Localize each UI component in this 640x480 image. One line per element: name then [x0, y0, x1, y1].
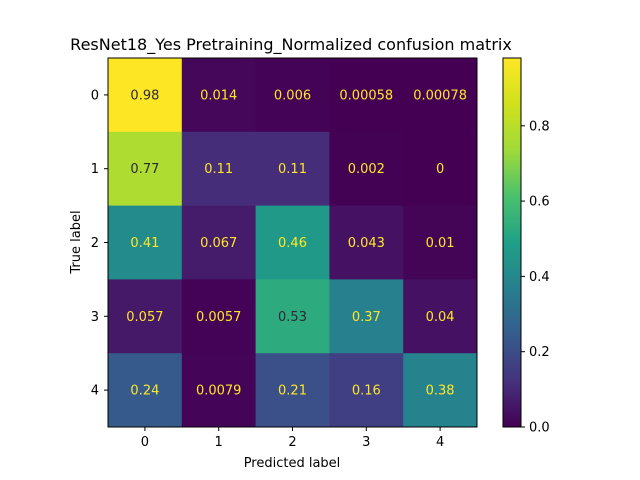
heatmap-cell [255, 205, 330, 280]
heatmap-cell [403, 58, 478, 133]
cell-value-label: 0.16 [352, 384, 381, 399]
cell-value-label: 0.53 [278, 310, 307, 325]
cell-value-label: 0.11 [204, 162, 233, 177]
cell-value-label: 0.067 [200, 236, 237, 251]
cell-value-label: 0.38 [426, 384, 455, 399]
cell-value-label: 0.006 [274, 88, 311, 103]
heatmap-cell [181, 131, 257, 207]
heatmap-cell [329, 131, 404, 207]
heatmap-cell [403, 353, 478, 428]
heatmap-cell [181, 279, 257, 354]
cell-value-label: 0.043 [348, 236, 385, 251]
cell-value-label: 0.04 [426, 310, 455, 325]
colorbar-tick-label: 0.6 [529, 195, 550, 210]
heatmap-cell [329, 279, 404, 354]
y-tick-label: 4 [91, 384, 99, 399]
cell-value-label: 0.00078 [413, 88, 467, 103]
cell-value-label: 0.01 [426, 236, 455, 251]
heatmap-cell [108, 131, 183, 207]
heatmap-cell [403, 205, 478, 280]
colorbar-ticks: 0.0 0.2 0.4 0.6 0.8 [521, 119, 550, 436]
cell-value-label: 0.21 [278, 384, 307, 399]
y-axis-ticks: 0 1 2 3 4 [91, 88, 108, 399]
colorbar-tick-label: 0.2 [529, 345, 550, 360]
y-tick-label: 1 [91, 162, 99, 177]
cell-value-label: 0.0057 [196, 310, 242, 325]
x-tick-label: 3 [362, 435, 370, 450]
heatmap-cell [181, 205, 257, 280]
y-axis-label: True label [69, 210, 84, 274]
cell-value-label: 0.41 [130, 236, 159, 251]
chart-title: ResNet18_Yes Pretraining_Normalized conf… [70, 35, 512, 55]
cell-value-label: 0.014 [200, 88, 237, 103]
cell-value-label: 0.057 [126, 310, 163, 325]
x-tick-label: 2 [288, 435, 296, 450]
y-tick-label: 0 [91, 88, 99, 103]
colorbar-tick-label: 0.8 [529, 119, 550, 134]
colorbar-tick-label: 0.4 [529, 270, 550, 285]
y-tick-label: 2 [91, 236, 99, 251]
heatmap-cell [255, 131, 330, 207]
heatmap-cell [108, 205, 183, 280]
heatmap-cells: 0.98 0.014 0.006 0.00058 0.00078 0.77 0.11 0.11… [108, 58, 478, 428]
y-tick-label: 3 [91, 310, 99, 325]
heatmap-cell [181, 353, 257, 428]
cell-value-label: 0.0079 [196, 384, 242, 399]
x-axis-label: Predicted label [244, 456, 341, 471]
heatmap-cell [108, 279, 183, 354]
cell-value-label: 0.77 [130, 162, 159, 177]
heatmap-cell [403, 131, 478, 207]
heatmap-cell [329, 58, 404, 133]
cell-value-label: 0 [436, 162, 444, 177]
heatmap-cell [329, 205, 404, 280]
cell-value-label: 0.37 [352, 310, 381, 325]
colorbar [502, 57, 522, 428]
heatmap-cell [255, 279, 330, 354]
x-tick-label: 4 [436, 435, 444, 450]
heatmap-cell [108, 353, 183, 428]
colorbar-tick-label: 0.0 [529, 421, 550, 436]
cell-value-label: 0.24 [130, 384, 159, 399]
cell-value-label: 0.002 [348, 162, 385, 177]
cell-value-label: 0.00058 [339, 88, 393, 103]
heatmap-cell [108, 58, 183, 133]
heatmap-cell [255, 58, 330, 133]
heatmap-cell [329, 353, 404, 428]
x-tick-label: 0 [141, 435, 149, 450]
x-tick-label: 1 [215, 435, 223, 450]
heatmap-cell [403, 279, 478, 354]
cell-value-label: 0.11 [278, 162, 307, 177]
x-axis-ticks: 0 1 2 3 4 [141, 427, 444, 450]
heatmap-cell [255, 353, 330, 428]
cell-value-label: 0.46 [278, 236, 307, 251]
cell-value-label: 0.98 [130, 88, 159, 103]
heatmap-cell [181, 58, 257, 133]
